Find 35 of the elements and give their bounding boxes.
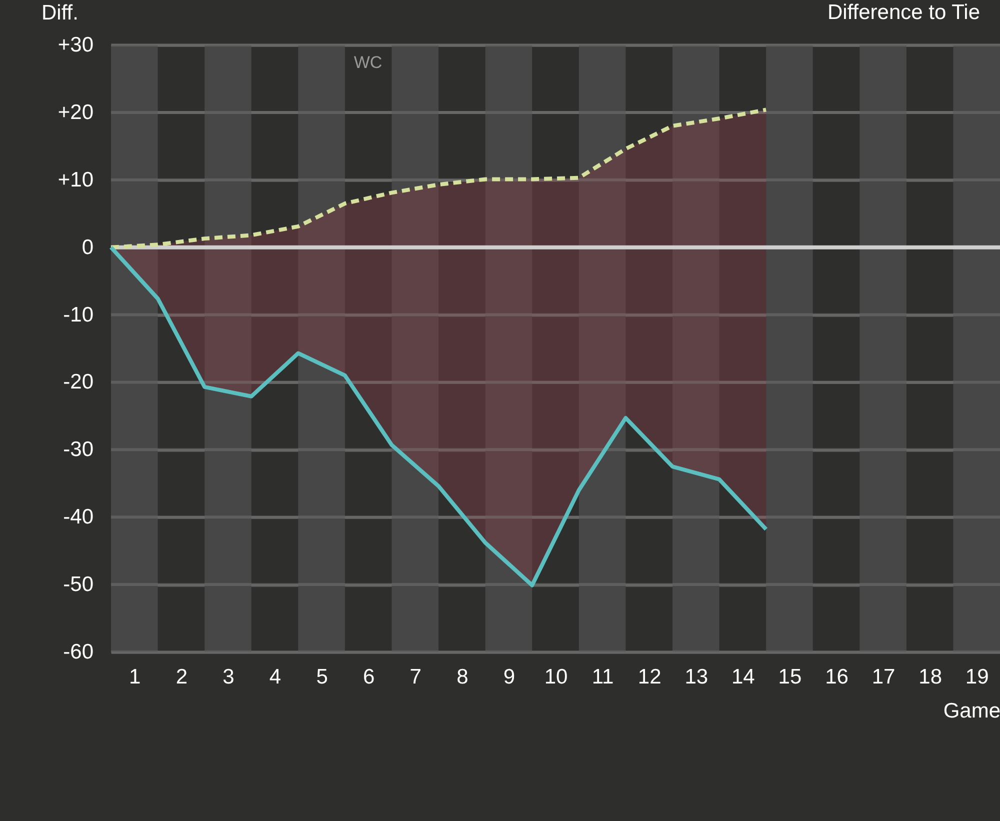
- x-tick-label: 8: [456, 666, 468, 688]
- x-tick-label: 15: [778, 666, 802, 688]
- y-tick-label: -10: [63, 303, 94, 326]
- x-tick-label: 2: [176, 666, 188, 688]
- x-tick-label: 9: [503, 666, 516, 688]
- x-tick-label: 17: [872, 666, 896, 688]
- x-tick-label: 7: [410, 666, 422, 688]
- x-tick-label: 16: [825, 666, 848, 688]
- x-tick-label: 6: [363, 666, 375, 688]
- y-tick-label: -30: [63, 438, 94, 462]
- y-tick-label: +30: [58, 34, 94, 56]
- y-axis-title: Diff.: [42, 2, 78, 24]
- x-tick-label: 18: [918, 666, 942, 688]
- x-tick-label: 19: [965, 666, 989, 688]
- chart-title: Difference to Tie: [827, 1, 980, 24]
- x-tick-label: 5: [316, 666, 328, 688]
- line-series: [109, 245, 768, 588]
- line-series: [109, 108, 768, 250]
- y-tick-label: -40: [63, 506, 94, 529]
- y-tick-label: +20: [58, 100, 94, 124]
- x-tick-label: 10: [544, 666, 568, 688]
- y-tick-label: -60: [63, 640, 94, 664]
- annotation: WC: [354, 53, 382, 72]
- x-tick-label: 12: [638, 666, 662, 688]
- y-tick-label: -20: [63, 370, 94, 394]
- x-tick-label: 11: [592, 666, 614, 688]
- x-tick-label: 14: [731, 666, 756, 688]
- y-tick-label: 0: [82, 236, 94, 259]
- x-tick-label: 4: [269, 666, 282, 688]
- x-tick-label: 13: [684, 666, 708, 688]
- x-tick-label: 1: [129, 666, 141, 688]
- x-axis-title: Game: [943, 700, 1000, 722]
- y-tick-label: -50: [63, 573, 94, 596]
- y-tick-label: +10: [58, 168, 94, 192]
- x-tick-label: 3: [222, 666, 234, 688]
